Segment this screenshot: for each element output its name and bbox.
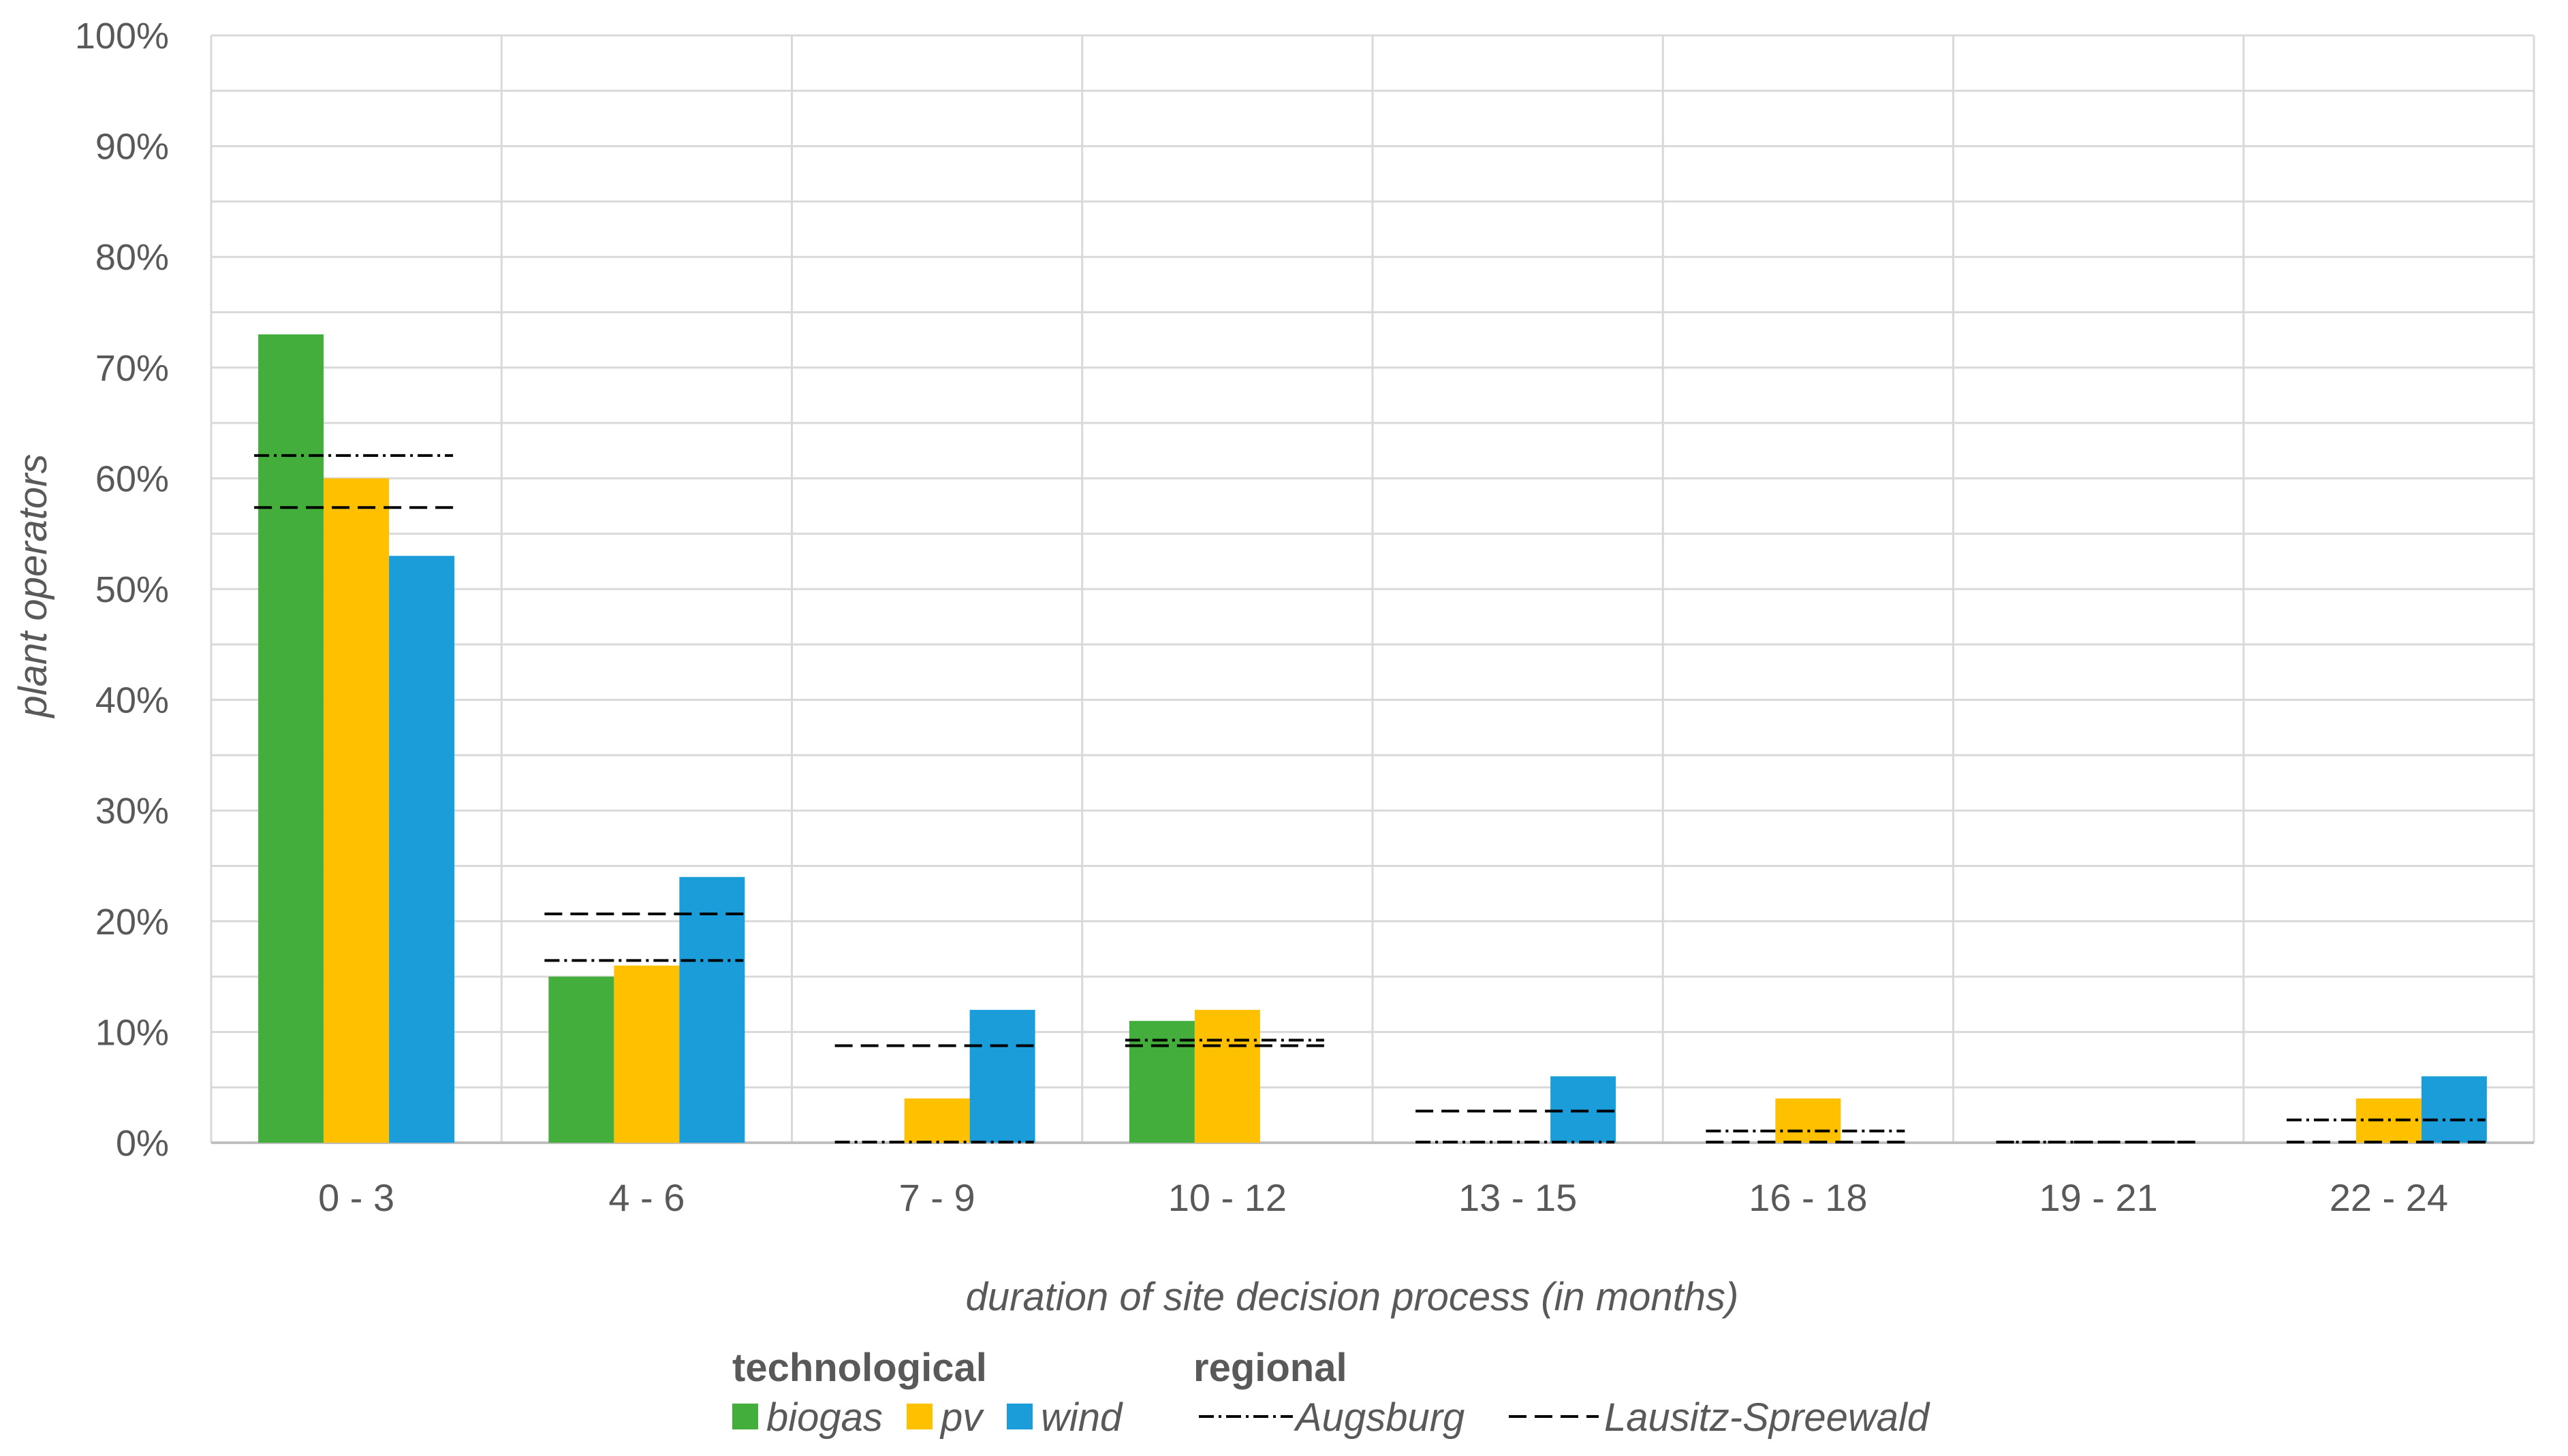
x-tick-label: 13 - 15 [1458, 1176, 1577, 1219]
y-tick-label: 40% [95, 680, 169, 721]
legend-label-wind: wind [1041, 1395, 1123, 1440]
bar-wind [2421, 1076, 2487, 1143]
x-tick-label: 4 - 6 [608, 1176, 685, 1219]
y-tick-label: 20% [95, 902, 169, 943]
x-axis-title: duration of site decision process (in mo… [966, 1275, 1739, 1319]
bar-biogas [548, 977, 614, 1143]
x-tick-label: 19 - 21 [2039, 1176, 2157, 1219]
bar-wind [389, 556, 455, 1143]
bar-wind [1550, 1076, 1616, 1143]
legend-label-pv: pv [939, 1395, 984, 1440]
x-tick-label: 10 - 12 [1168, 1176, 1287, 1219]
bar-pv [904, 1098, 970, 1143]
y-tick-label: 30% [95, 791, 169, 832]
y-tick-label: 60% [95, 458, 169, 499]
legend-swatch-pv [907, 1404, 933, 1429]
y-axis-title: plant operators [11, 454, 55, 719]
x-tick-label: 16 - 18 [1749, 1176, 1867, 1219]
y-tick-label: 70% [95, 348, 169, 389]
legend-swatch-biogas [732, 1404, 758, 1429]
bar-pv [614, 965, 680, 1143]
x-tick-label: 22 - 24 [2330, 1176, 2448, 1219]
legend-label-biogas: biogas [766, 1395, 883, 1440]
bar-biogas [258, 334, 324, 1143]
legend-label-lausitz-spreewald: Lausitz-Spreewald [1604, 1395, 1930, 1440]
bar-pv [1775, 1098, 1841, 1143]
x-tick-labels: 0 - 3 4 - 6 7 - 9 10 - 12 13 - 15 16 - 18 19 -… [318, 1176, 2448, 1219]
bars [258, 334, 2487, 1143]
reference-lines [254, 454, 2486, 1143]
x-tick-label: 7 - 9 [899, 1176, 975, 1219]
bar-wind [679, 876, 745, 1143]
y-tick-label: 50% [95, 569, 169, 610]
legend-heading-technological: technological [732, 1346, 987, 1390]
bar-pv [1194, 1009, 1260, 1143]
y-tick-label: 0% [116, 1123, 169, 1164]
y-tick-label: 10% [95, 1012, 169, 1053]
y-tick-label: 80% [95, 237, 169, 278]
legend-heading-regional: regional [1193, 1346, 1347, 1390]
x-tick-label: 0 - 3 [318, 1176, 394, 1219]
bar-wind [969, 1009, 1035, 1143]
y-tick-label: 90% [95, 127, 169, 168]
bar-pv [324, 478, 390, 1143]
y-tick-labels: 0% 10% 20% 30% 40% 50% 60% 70% 80% 90% 100% [75, 16, 169, 1164]
y-tick-label: 100% [75, 16, 169, 57]
legend-swatch-wind [1007, 1404, 1033, 1429]
legend: technological regional biogas pv wind Au… [732, 1346, 1930, 1440]
legend-label-augsburg: Augsburg [1294, 1395, 1465, 1440]
